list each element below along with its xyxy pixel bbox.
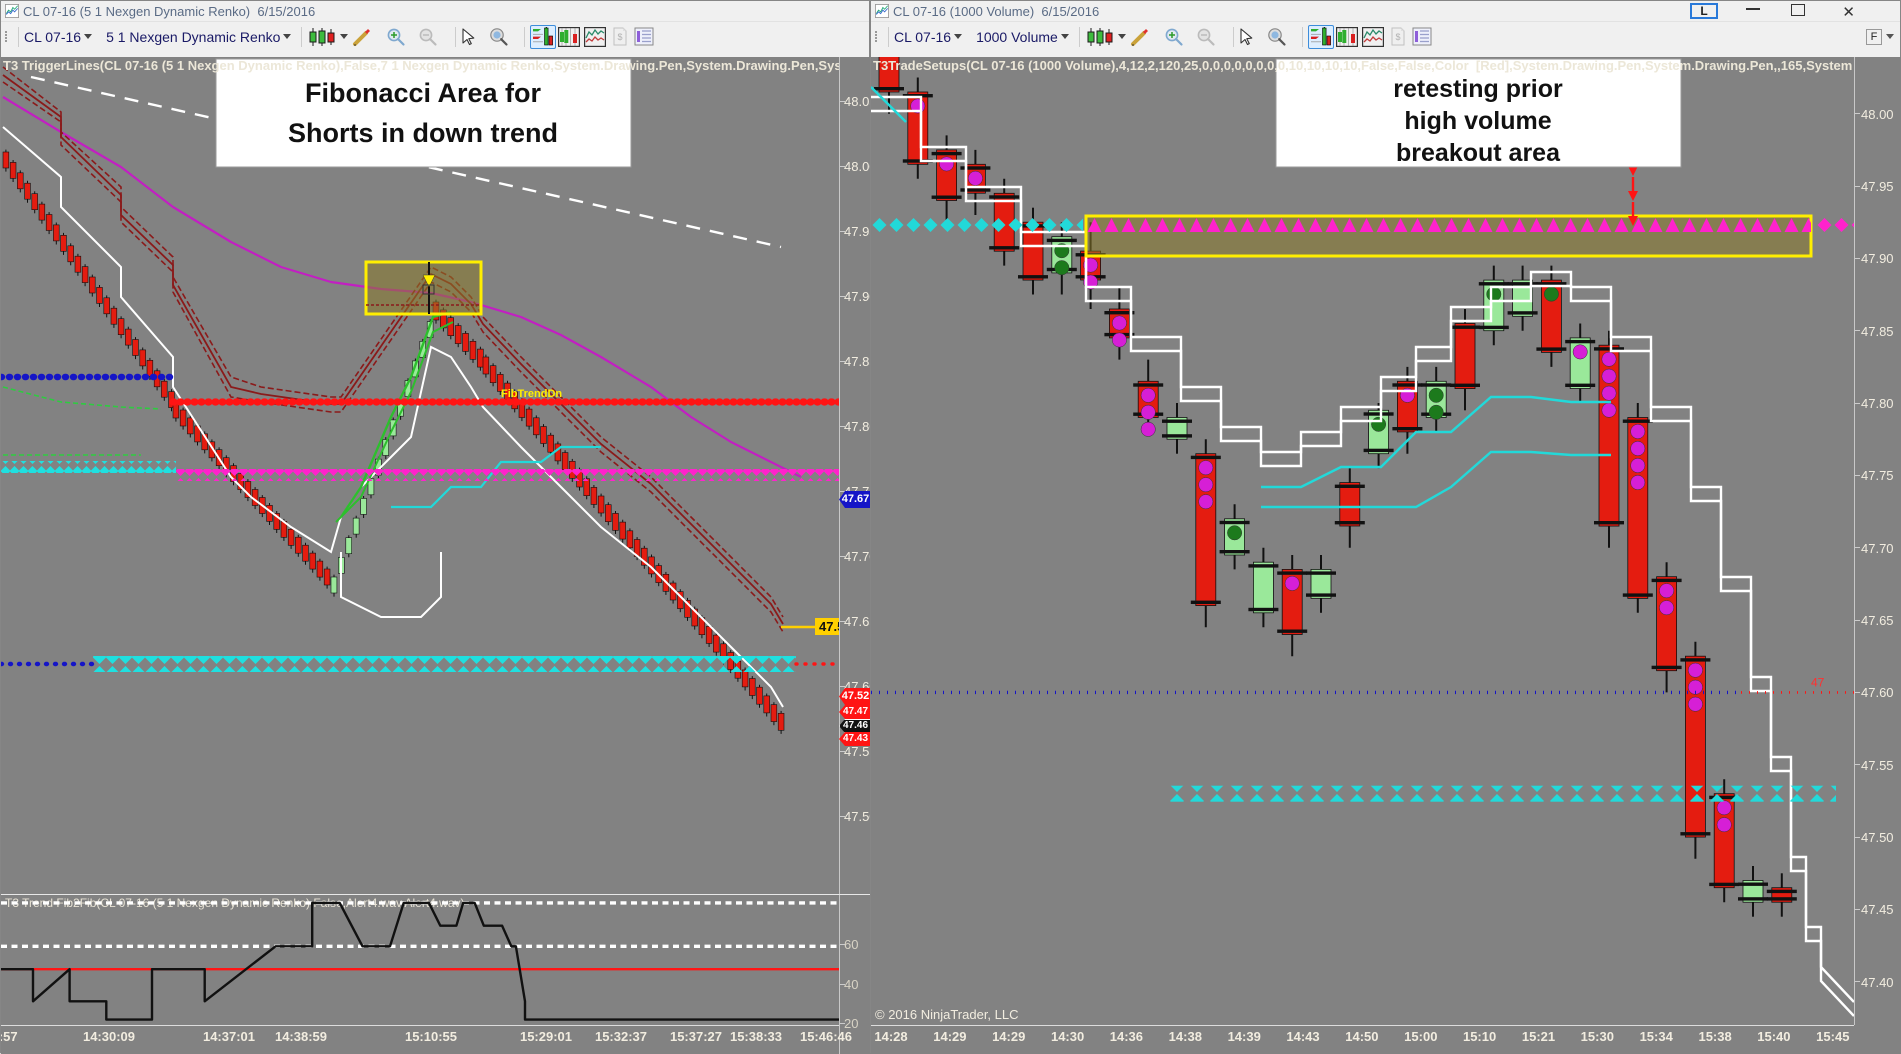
svg-text:47.50: 47.50: [819, 619, 839, 634]
svg-text:high volume: high volume: [1404, 107, 1551, 135]
svg-text:retesting prior: retesting prior: [1393, 75, 1563, 103]
svg-text:Shorts in down trend: Shorts in down trend: [288, 118, 558, 148]
svg-text:47: 47: [1811, 675, 1825, 689]
svg-text:Fibonacci Area for: Fibonacci Area for: [305, 78, 542, 108]
svg-text:$: $: [618, 32, 623, 42]
svg-text:breakout area: breakout area: [1396, 139, 1561, 167]
svg-text:FibTrendDn: FibTrendDn: [501, 388, 562, 400]
svg-text:$: $: [1395, 32, 1400, 42]
